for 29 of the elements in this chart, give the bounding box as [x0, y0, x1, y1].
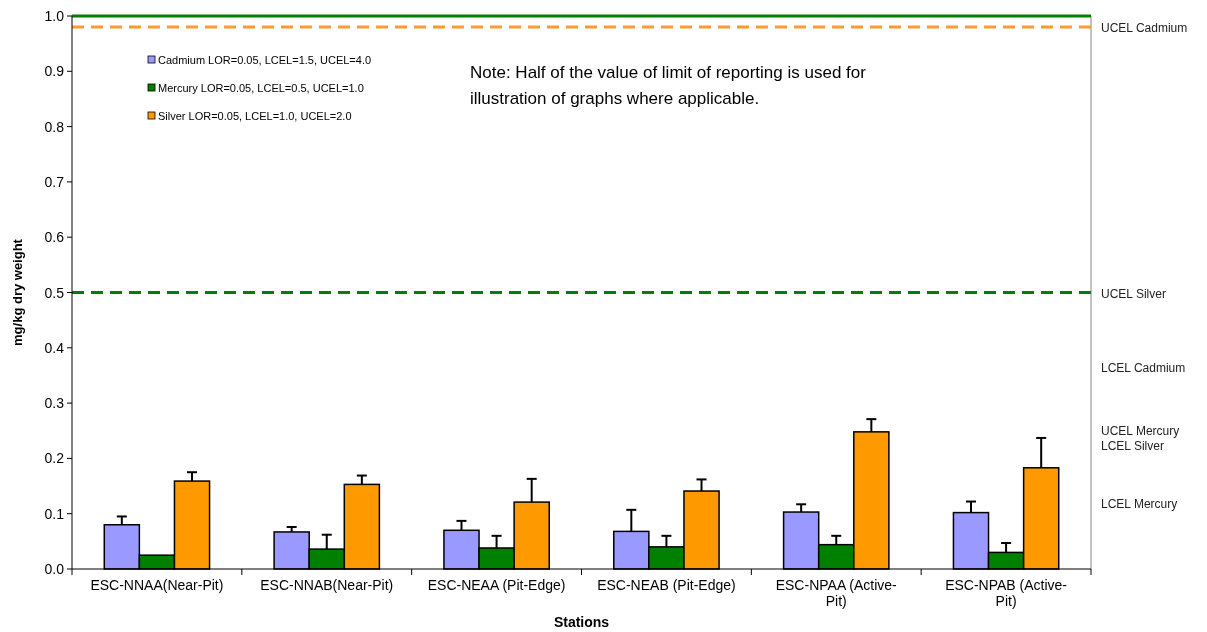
y-tick-label: 0.7 — [44, 173, 65, 190]
legend-label: Cadmium LOR=0.05, LCEL=1.5, UCEL=4.0 — [158, 53, 372, 66]
y-tick-label: 0.2 — [44, 450, 65, 467]
x-tick-label: ESC-NPAB (Active-Pit) — [945, 577, 1068, 609]
y-tick-label: 0.8 — [44, 118, 65, 135]
y-tick-label: 0.3 — [44, 395, 65, 412]
ref-line-label: UCEL Cadmium — [1101, 21, 1188, 36]
y-tick-label: 0.1 — [44, 505, 65, 522]
x-tick-label: ESC-NNAB(Near-Pit) — [260, 577, 394, 593]
text: LCEL Mercury — [1101, 497, 1178, 511]
y-tick-label: 0.5 — [44, 284, 65, 301]
x-tick-label: ESC-NEAA (Pit-Edge) — [427, 577, 566, 593]
text: UCEL Mercury — [1101, 424, 1180, 438]
text: LCEL Cadmium — [1101, 361, 1186, 375]
x-tick-label: ESC-NEAB (Pit-Edge) — [597, 577, 736, 593]
x-tick-label: ESC-NNAA(Near-Pit) — [90, 577, 224, 593]
y-tick-label: 1.0 — [44, 8, 65, 24]
x-tick-label: ESC-NPAA (Active-Pit) — [775, 577, 898, 609]
legend-label: Silver LOR=0.05, LCEL=1.0, UCEL=2.0 — [158, 109, 352, 122]
y-axis-title: mg/kg dry weight — [10, 238, 25, 346]
annotation: Note: Half of the value of limit of reporting is used for illustration of graphs where applicable. — [470, 63, 867, 108]
legend-label: Mercury LOR=0.05, LCEL=0.5, UCEL=1.0 — [158, 81, 364, 94]
y-tick-label: 0.0 — [44, 561, 65, 577]
y-tick-label: 0.4 — [44, 339, 65, 356]
y-tick-label: 0.9 — [44, 63, 65, 80]
y-tick-label: 0.6 — [44, 229, 65, 246]
text: LCEL Silver — [1101, 439, 1164, 453]
ref-line-label: UCEL Silver — [1101, 286, 1166, 301]
x-axis-title: Stations — [553, 614, 610, 630]
